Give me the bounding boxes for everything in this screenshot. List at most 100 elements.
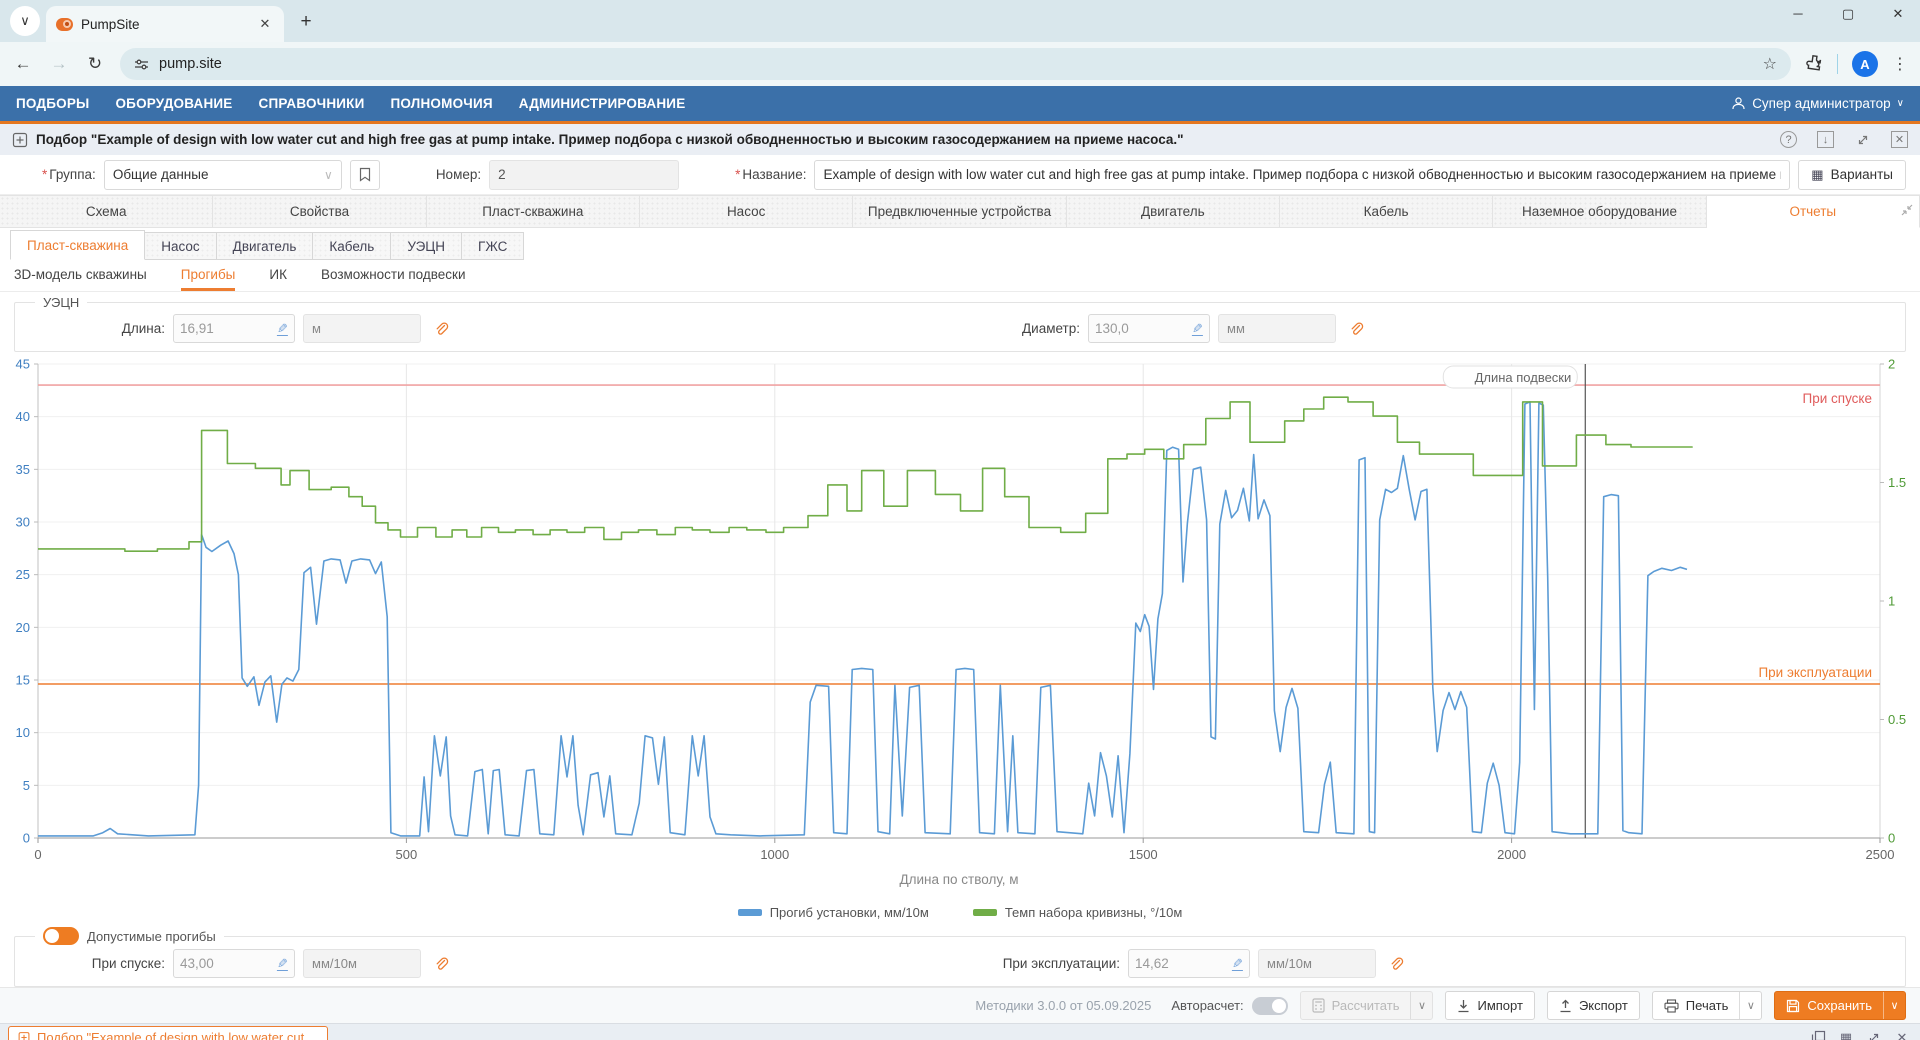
descent-input[interactable] <box>180 956 250 971</box>
main-tabs: Схема Свойства Пласт-скважина Насос Предвклю… <box>0 195 1920 228</box>
reload-button[interactable]: ↻ <box>87 54 103 73</box>
save-button[interactable]: Сохранить ∨ <box>1774 991 1906 1020</box>
extensions-icon[interactable] <box>1805 54 1823 75</box>
main-tab-8[interactable]: Отчеты <box>1706 195 1920 228</box>
export-button[interactable]: Экспорт <box>1546 991 1640 1020</box>
variants-button[interactable]: ▦ Варианты <box>1798 159 1906 190</box>
profile-avatar[interactable]: A <box>1852 51 1878 77</box>
equipment-tab-4[interactable]: УЭЦН <box>391 232 463 260</box>
descent-unit: мм/10м <box>303 949 421 978</box>
site-settings-icon[interactable] <box>134 57 149 72</box>
legend-swatch <box>972 908 997 916</box>
help-icon[interactable]: ? <box>1780 131 1797 148</box>
descent-field[interactable]: ✎ <box>173 949 295 978</box>
edit-pencil-icon[interactable]: ✎ <box>277 320 288 336</box>
paperclip-icon[interactable] <box>433 321 449 337</box>
back-button[interactable]: ← <box>14 54 32 73</box>
svg-text:5: 5 <box>23 778 30 793</box>
paperclip-icon[interactable] <box>433 956 449 972</box>
report-tab-2[interactable]: ИК <box>269 266 287 282</box>
window-maximize-button[interactable]: ▢ <box>1841 6 1855 21</box>
browser-tab[interactable]: PumpSite ✕ <box>46 6 284 42</box>
operation-field[interactable]: ✎ <box>1128 949 1250 978</box>
new-tab-button[interactable]: + <box>300 11 312 32</box>
paperclip-icon[interactable] <box>1348 321 1364 337</box>
svg-text:1000: 1000 <box>760 847 789 862</box>
svg-text:0: 0 <box>23 831 30 846</box>
edit-pencil-icon[interactable]: ✎ <box>1192 320 1203 336</box>
calculate-button: Рассчитать ∨ <box>1299 991 1434 1020</box>
main-tab-6[interactable]: Кабель <box>1279 195 1494 228</box>
bookmark-star-icon[interactable]: ☆ <box>1762 56 1777 73</box>
save-dropdown[interactable]: ∨ <box>1883 992 1905 1019</box>
close-all-icon[interactable]: ✕ <box>1896 1029 1908 1040</box>
svg-text:1500: 1500 <box>1129 847 1158 862</box>
url-text[interactable]: pump.site <box>159 56 222 72</box>
deflection-chart: 0 5 10 15 20 25 30 35 40 45 0 0.5 1 1.5 2 0 500 1000 1500 2… <box>0 352 1920 900</box>
equipment-tab-1[interactable]: Насос <box>145 232 217 260</box>
expand-all-icon[interactable] <box>1864 1028 1884 1040</box>
calculate-label: Рассчитать <box>1331 998 1400 1013</box>
nav-item-1[interactable]: ОБОРУДОВАНИЕ <box>115 96 233 111</box>
main-tab-1[interactable]: Свойства <box>213 195 427 228</box>
collapse-panel-icon[interactable] <box>1900 203 1914 220</box>
main-tab-2[interactable]: Пласт-скважина <box>426 195 640 228</box>
main-tab-3[interactable]: Насос <box>639 195 854 228</box>
allowed-deflections-toggle[interactable] <box>43 927 79 945</box>
import-icon <box>1458 999 1469 1012</box>
group-select[interactable]: Общие данные ∨ <box>103 159 342 190</box>
import-window-icon[interactable]: ↓ <box>1817 131 1834 148</box>
fullscreen-icon[interactable] <box>1854 131 1871 148</box>
close-selection-icon[interactable]: ✕ <box>1891 131 1908 148</box>
grid-view-icon[interactable]: ▦ <box>1839 1029 1853 1040</box>
nav-item-4[interactable]: АДМИНИСТРИРОВАНИЕ <box>518 96 686 111</box>
tab-search-button[interactable]: ∨ <box>10 6 40 36</box>
equipment-tab-2[interactable]: Двигатель <box>216 232 314 260</box>
user-menu[interactable]: Супер администратор ∨ <box>1731 96 1904 111</box>
nav-item-2[interactable]: СПРАВОЧНИКИ <box>258 96 365 111</box>
autocalc-toggle[interactable] <box>1251 996 1288 1015</box>
import-button[interactable]: Импорт <box>1445 991 1535 1020</box>
print-button[interactable]: Печать ∨ <box>1651 991 1763 1020</box>
equipment-tab-0[interactable]: Пласт-скважина <box>10 230 146 260</box>
forward-button: → <box>50 54 68 73</box>
svg-text:Длина по стволу, м: Длина по стволу, м <box>899 872 1018 887</box>
toolbar-separator <box>1837 54 1838 74</box>
length-input[interactable] <box>180 321 250 336</box>
paperclip-icon[interactable] <box>1388 956 1404 972</box>
edit-pencil-icon[interactable]: ✎ <box>1232 955 1243 971</box>
descent-label: При спуске: <box>91 956 165 971</box>
open-selection-tab[interactable]: Подбор "Example of design with low water… <box>8 1025 328 1040</box>
edit-pencil-icon[interactable]: ✎ <box>277 955 288 971</box>
cascade-windows-icon[interactable] <box>1808 1028 1828 1040</box>
nav-item-3[interactable]: ПОЛНОМОЧИЯ <box>390 96 493 111</box>
svg-text:30: 30 <box>16 515 30 530</box>
main-tab-7[interactable]: Наземное оборудование <box>1493 195 1707 228</box>
diameter-field[interactable]: ✎ <box>1088 314 1210 343</box>
name-input[interactable] <box>814 159 1791 190</box>
main-tab-5[interactable]: Двигатель <box>1066 195 1280 228</box>
browser-toolbar: ← → ↻ pump.site ☆ A ⋮ <box>0 42 1920 86</box>
nav-item-0[interactable]: ПОДБОРЫ <box>16 96 90 111</box>
window-minimize-button[interactable]: ─ <box>1793 6 1803 21</box>
address-bar[interactable]: pump.site ☆ <box>120 48 1791 80</box>
main-tab-4[interactable]: Предвключенные устройства <box>853 195 1067 228</box>
browser-menu-icon[interactable]: ⋮ <box>1892 56 1908 73</box>
tab-close-icon[interactable]: ✕ <box>259 16 271 31</box>
number-input <box>489 159 680 190</box>
length-field[interactable]: ✎ <box>173 314 295 343</box>
equipment-tab-5[interactable]: ГЖС <box>462 232 525 260</box>
operation-input[interactable] <box>1135 956 1205 971</box>
diameter-input[interactable] <box>1095 321 1165 336</box>
report-tab-3[interactable]: Возможности подвески <box>320 266 466 282</box>
main-tab-0[interactable]: Схема <box>0 195 214 228</box>
group-bookmark-button[interactable] <box>349 159 380 190</box>
window-close-button[interactable]: ✕ <box>1892 6 1904 21</box>
equipment-tab-3[interactable]: Кабель <box>313 232 392 260</box>
grid-icon: ▦ <box>1811 166 1824 182</box>
report-tab-0[interactable]: 3D-модель скважины <box>14 266 147 282</box>
chevron-down-icon: ∨ <box>324 167 333 182</box>
report-tab-1[interactable]: Прогибы <box>180 260 236 291</box>
print-dropdown[interactable]: ∨ <box>1739 992 1761 1019</box>
